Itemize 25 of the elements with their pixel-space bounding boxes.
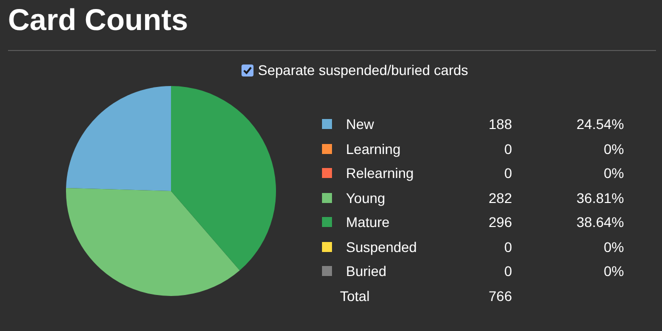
text: 0% [602,140,624,159]
text: Total [339,286,371,306]
text: 24.54% [576,115,624,134]
text: 0 [504,238,512,255]
chart-title: Card Counts [8,4,188,38]
text: 0% [602,164,624,184]
text: 0 [504,263,512,280]
data-label: 282 [488,188,512,208]
data-label: 188 [488,115,512,134]
text: 766 [488,288,512,304]
legend-label: Mature [346,213,391,232]
legend-label: Buried [346,262,388,282]
legend-label: New [346,115,376,134]
text: 0 [504,165,512,182]
legend-label: Young [346,188,386,208]
legend-label: Learning [346,140,402,159]
text: Separate suspended/buried cards [258,62,468,78]
legend-label: Relearning [346,164,415,184]
text: 0 [504,140,512,157]
text: 38.64% [576,213,624,232]
legend-label: Suspended [346,238,418,257]
text: 0% [602,262,624,282]
text: 0% [602,238,624,257]
data-label: 296 [488,213,512,232]
text: 36.81% [576,188,624,208]
